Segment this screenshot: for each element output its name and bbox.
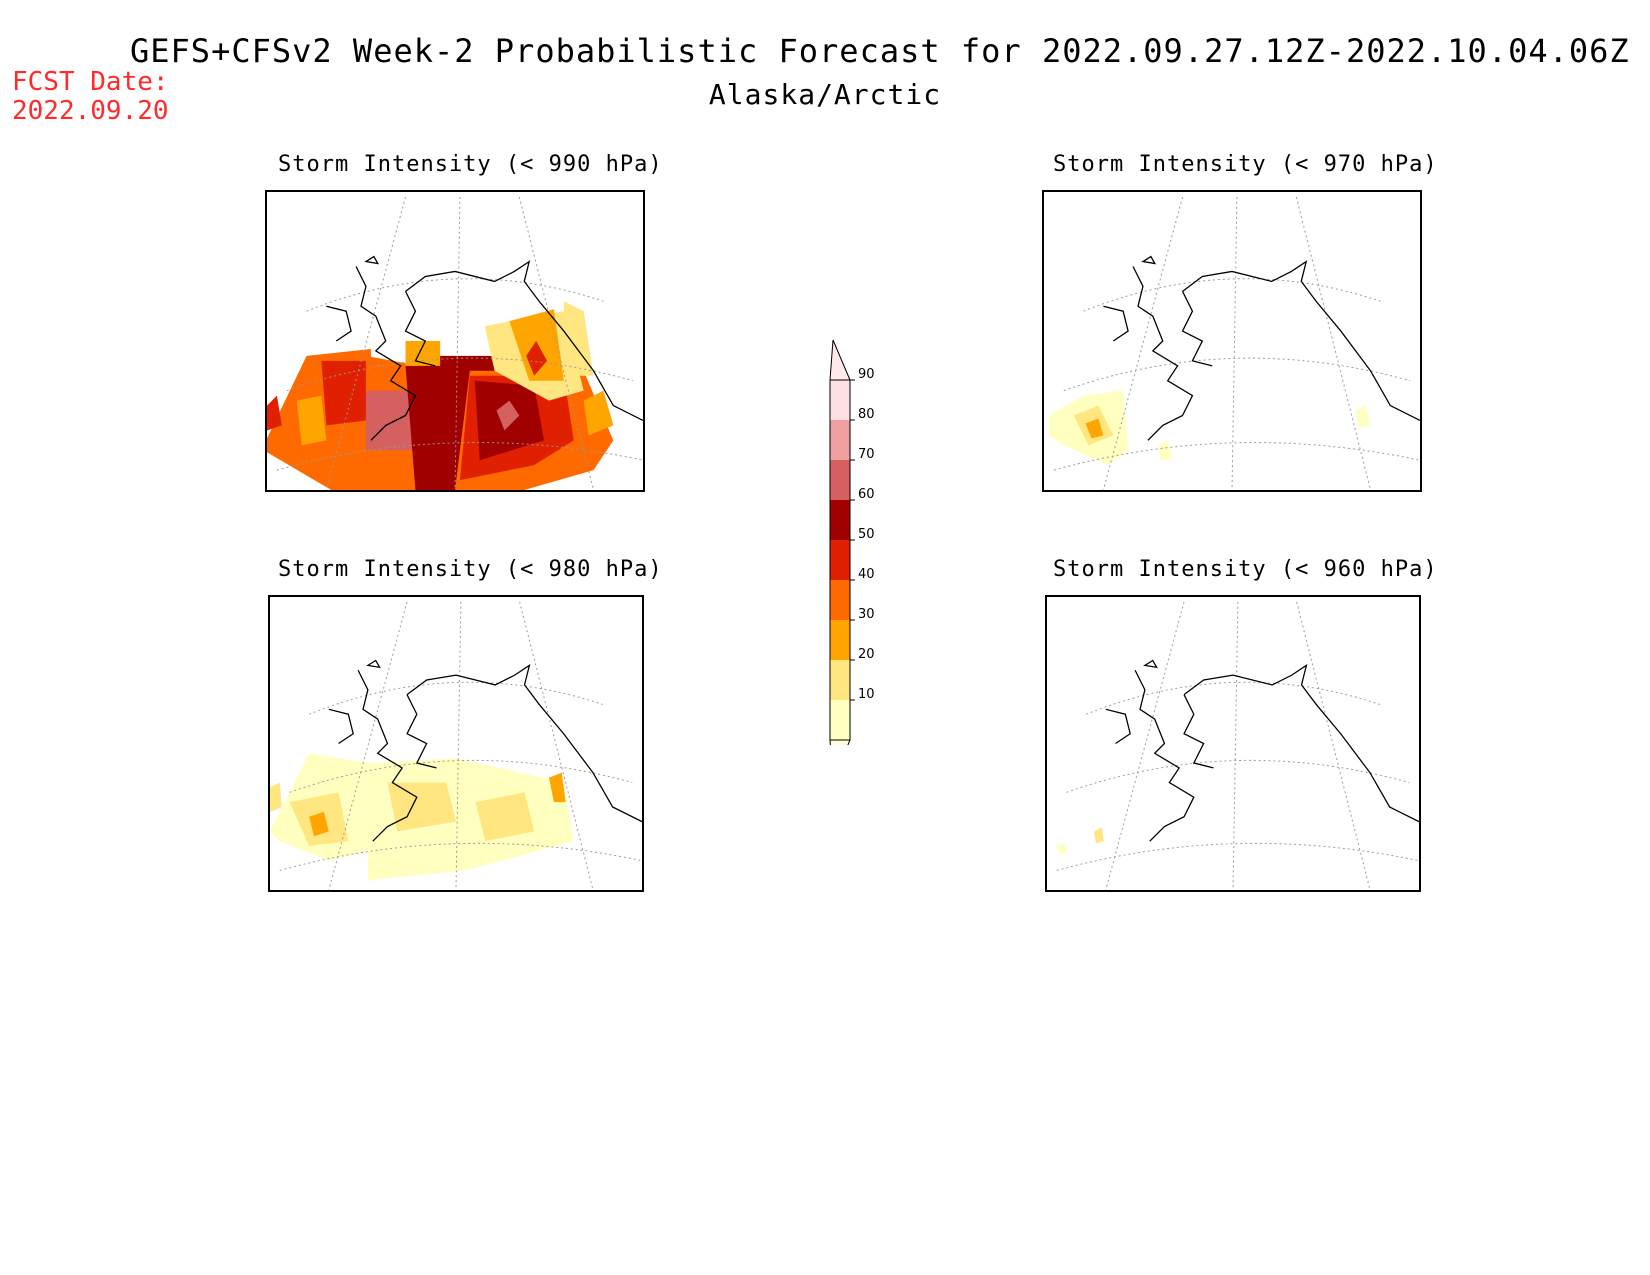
map-970-svg — [1048, 196, 1420, 490]
colorbar-tick-label: 70 — [858, 447, 875, 462]
forecast-date: FCST Date: 2022.09.20 — [12, 68, 169, 126]
map-panel-990 — [265, 190, 645, 492]
colorbar-swatch — [830, 380, 850, 420]
coastline — [1103, 255, 1420, 441]
colorbar-swatch — [830, 540, 850, 580]
probability-shading — [1048, 390, 1371, 466]
region-subtitle: Alaska/Arctic — [708, 78, 942, 111]
colorbar-swatch — [830, 660, 850, 700]
colorbar-tick-label: 20 — [858, 647, 875, 662]
panel-title-990: Storm Intensity (< 990 hPa) — [278, 152, 663, 177]
graticule — [276, 196, 643, 490]
map-960-svg — [1056, 601, 1419, 890]
map-panel-970 — [1042, 190, 1422, 492]
colorbar-swatch — [830, 500, 850, 540]
colorbar-tick-label: 90 — [858, 367, 875, 382]
colorbar-swatch — [830, 460, 850, 500]
probability-shading — [267, 301, 614, 490]
panel-title-980: Storm Intensity (< 980 hPa) — [278, 557, 663, 582]
colorbar-swatch — [830, 580, 850, 620]
chart-title: GEFS+CFSv2 Week-2 Probabilistic Forecast… — [130, 32, 1630, 70]
forecast-date-value: 2022.09.20 — [12, 96, 169, 126]
graticule — [279, 601, 642, 890]
colorbar-bottom-arrow — [829, 739, 851, 781]
map-990-svg — [267, 196, 643, 490]
coastline — [1105, 659, 1419, 842]
colorbar-tick-label: 60 — [858, 487, 875, 502]
coastline — [326, 255, 643, 441]
colorbar-tick-label: 30 — [858, 607, 875, 622]
colorbar-legend: 10 20 30 40 50 60 70 80 90 — [820, 335, 910, 781]
colorbar-swatch — [830, 620, 850, 660]
panel-title-960: Storm Intensity (< 960 hPa) — [1053, 557, 1438, 582]
colorbar-top-arrow — [829, 339, 851, 381]
probability-shading — [1056, 827, 1104, 854]
map-panel-960 — [1045, 595, 1421, 892]
coastline — [328, 659, 642, 842]
colorbar-swatch — [830, 700, 850, 740]
map-panel-980 — [268, 595, 644, 892]
colorbar-tick-label: 40 — [858, 567, 875, 582]
colorbar-tick-label: 10 — [858, 687, 875, 702]
colorbar-tick-label: 50 — [858, 527, 875, 542]
graticule — [1053, 196, 1420, 490]
probability-shading — [270, 753, 574, 881]
panel-title-970: Storm Intensity (< 970 hPa) — [1053, 152, 1438, 177]
colorbar-swatch — [830, 420, 850, 460]
colorbar-svg: 10 20 30 40 50 60 70 80 90 — [829, 339, 875, 781]
colorbar-tick-label: 80 — [858, 407, 875, 422]
map-980-svg — [270, 601, 642, 890]
graticule — [1056, 601, 1419, 890]
forecast-date-label: FCST Date: — [12, 67, 169, 97]
colorbar-outline — [829, 379, 851, 741]
